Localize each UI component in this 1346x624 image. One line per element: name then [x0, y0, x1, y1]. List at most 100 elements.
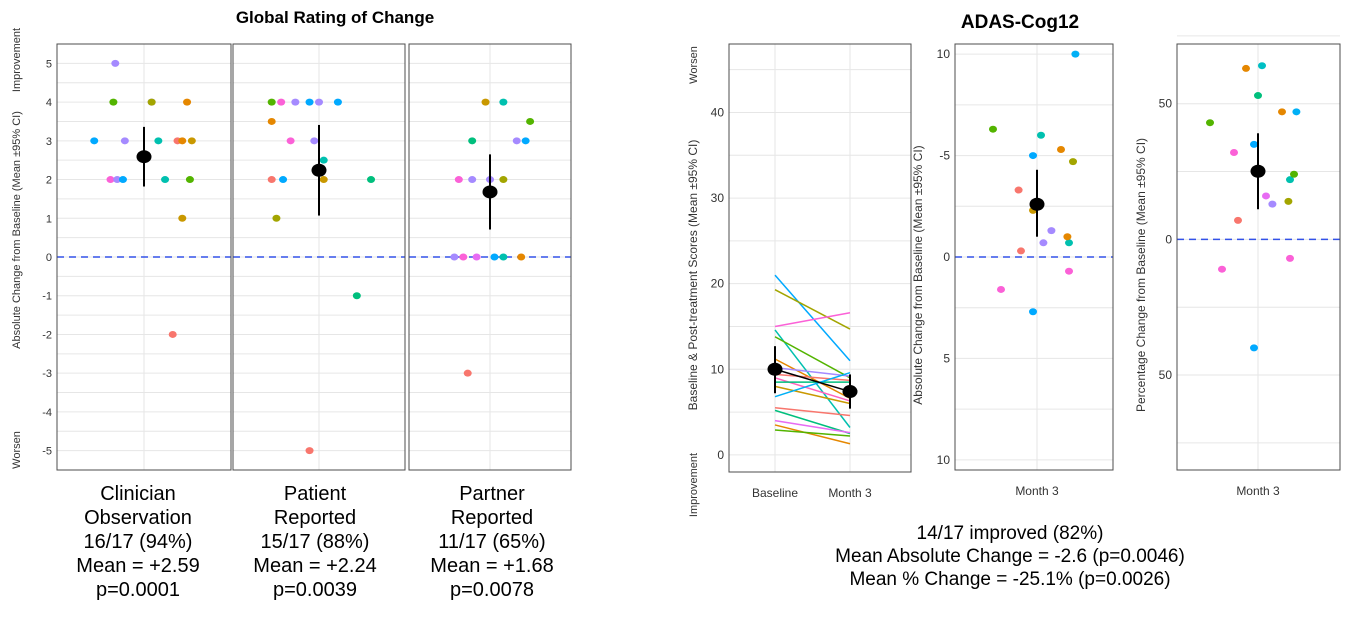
data-point	[481, 98, 490, 106]
data-point	[1286, 254, 1294, 262]
data-point	[183, 98, 192, 106]
x-tick-label: Baseline	[752, 486, 798, 500]
summary-line: 14/17 improved (82%)	[916, 523, 1104, 544]
data-point	[499, 176, 508, 184]
caption-line: p=0.0078	[450, 579, 534, 601]
data-point	[267, 98, 276, 106]
y-axis-label-top: Improvement	[11, 28, 23, 92]
data-point	[499, 253, 508, 261]
panel-frame	[954, 43, 1114, 471]
mean-marker	[136, 150, 152, 164]
data-point	[1206, 119, 1214, 127]
adas-summary: 14/17 improved (82%) Mean Absolute Chang…	[680, 522, 1340, 591]
subject-line	[774, 366, 851, 377]
y-tick-label: -2	[42, 329, 52, 341]
data-point	[315, 98, 323, 106]
y-tick-label: 5	[943, 351, 950, 365]
mean-marker	[1250, 164, 1266, 178]
data-point	[997, 285, 1005, 293]
summary-line: Mean % Change = -25.1% (p=0.0026)	[849, 569, 1171, 590]
mean-marker	[482, 185, 498, 199]
data-point	[1039, 239, 1048, 247]
data-point	[118, 176, 127, 184]
panel-frame	[56, 43, 232, 471]
caption-patient: Patient Reported 15/17 (88%) Mean = +2.2…	[227, 482, 403, 602]
data-point	[90, 137, 99, 145]
data-point	[178, 137, 187, 145]
data-point	[1250, 140, 1258, 148]
data-point	[1218, 265, 1226, 273]
y-tick-label: -5	[42, 446, 52, 458]
y-tick-label: -4	[42, 407, 52, 419]
y-tick-label: 40	[711, 105, 725, 119]
data-point	[272, 214, 281, 222]
panel-frame	[728, 43, 912, 473]
data-point	[1047, 227, 1056, 235]
data-point	[526, 117, 535, 125]
mean-marker	[1029, 197, 1045, 211]
subject-line	[774, 385, 851, 405]
data-point	[1057, 145, 1065, 153]
subject-line	[774, 371, 851, 398]
summary-line: Mean Absolute Change = -2.6 (p=0.0046)	[835, 546, 1185, 567]
data-point	[454, 176, 463, 184]
y-axis-label-top: Worsen	[688, 46, 700, 84]
data-point	[1234, 216, 1242, 224]
data-point	[517, 253, 526, 261]
adas-chart-title: ADAS-Cog12	[960, 12, 1080, 33]
data-point	[1014, 186, 1023, 194]
subject-line	[774, 419, 851, 434]
data-point	[111, 59, 120, 67]
data-point	[512, 137, 521, 145]
y-tick-label: 30	[711, 191, 725, 205]
subject-line	[774, 274, 851, 362]
data-point	[1230, 149, 1238, 157]
y-tick-label: 0	[1165, 232, 1172, 246]
data-point	[310, 137, 319, 145]
data-point	[1258, 62, 1266, 70]
data-point	[277, 98, 286, 106]
data-point	[1069, 158, 1077, 166]
data-point	[463, 369, 472, 377]
y-tick-label: 0	[943, 250, 950, 264]
y-tick-label: 10	[711, 362, 725, 376]
data-point	[267, 176, 276, 184]
data-point	[1029, 308, 1037, 316]
data-point	[521, 137, 530, 145]
mean-marker	[311, 163, 327, 177]
data-point	[305, 98, 314, 106]
caption-line: 15/17 (88%)	[260, 531, 370, 553]
subject-line	[774, 358, 851, 400]
data-point	[1065, 267, 1073, 275]
x-tick-label: Month 3	[1015, 484, 1059, 498]
subject-line	[774, 409, 851, 435]
x-tick-label: Month 3	[828, 486, 872, 500]
caption-line: Reported	[450, 507, 534, 529]
data-point	[185, 176, 194, 184]
data-point	[1262, 192, 1270, 200]
mean-marker	[842, 385, 858, 399]
y-axis-label: Baseline & Post-treatment Scores (Mean ±…	[686, 140, 700, 411]
data-point	[989, 125, 997, 133]
y-tick-label: 0	[717, 448, 724, 462]
data-point	[120, 137, 129, 145]
data-point	[468, 176, 477, 184]
data-point	[450, 253, 459, 261]
grc-chart-title: Global Rating of Change	[235, 8, 435, 27]
data-point	[352, 292, 361, 300]
panel-frame	[1176, 43, 1341, 471]
data-point	[1071, 50, 1080, 58]
data-point	[1250, 344, 1258, 352]
y-axis-label-bottom: Worsen	[11, 431, 23, 469]
subject-line	[774, 289, 851, 330]
data-point	[1268, 200, 1277, 208]
data-point	[319, 156, 328, 164]
data-point	[305, 447, 314, 455]
data-point	[109, 98, 118, 106]
panel-frame	[232, 43, 406, 471]
data-point	[1284, 197, 1293, 205]
y-tick-label: -5	[939, 149, 950, 163]
data-point	[490, 253, 499, 261]
y-tick-label: 2	[46, 175, 52, 187]
